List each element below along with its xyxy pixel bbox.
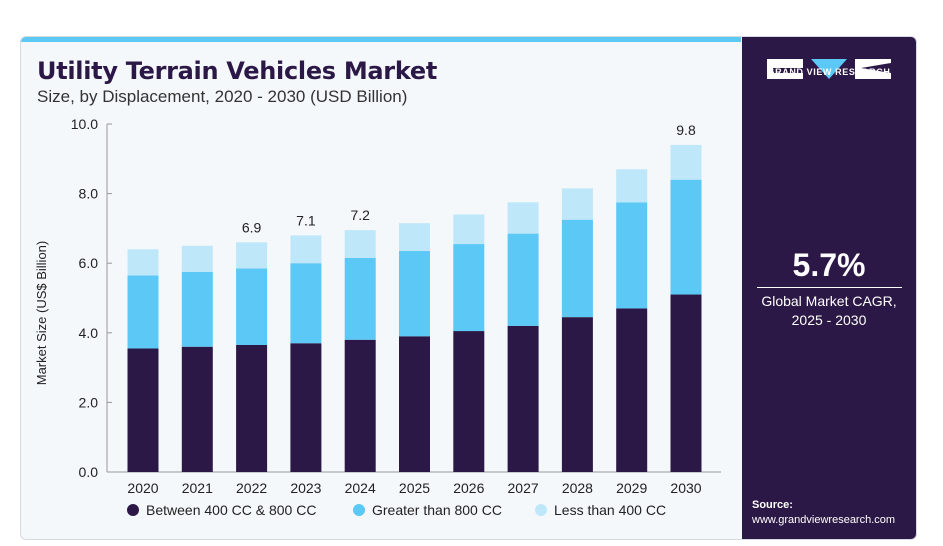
y-tick-label: 2.0	[79, 394, 99, 410]
x-tick-label: 2020	[127, 480, 158, 496]
legend-marker	[353, 504, 365, 516]
source-title: Source:	[752, 499, 793, 511]
y-tick-label: 8.0	[79, 186, 99, 202]
cagr-label-line1: Global Market CAGR,	[761, 293, 897, 309]
bar-segment-2026-series-2	[453, 244, 485, 332]
bar-segment-2023-series-1	[290, 343, 322, 472]
x-tick-label: 2022	[236, 480, 267, 496]
bar-segment-2023-series-3	[290, 235, 322, 264]
y-axis-label: Market Size (US$ Billion)	[34, 241, 49, 386]
cagr-value: 5.7%	[792, 247, 866, 283]
bar-segment-2021-series-3	[181, 245, 213, 272]
cagr-label: Global Market CAGR, 2025 - 2030	[742, 292, 916, 330]
bar-total-label: 7.2	[350, 207, 370, 223]
source-link[interactable]: www.grandviewresearch.com	[752, 514, 896, 526]
bar-segment-2029-series-2	[616, 202, 648, 309]
bar-segment-2020-series-3	[127, 249, 159, 276]
grand-view-research-logo	[767, 59, 891, 79]
bar-segment-2028-series-3	[561, 188, 593, 220]
bar-segment-2029-series-3	[616, 169, 648, 203]
cagr-divider	[757, 287, 902, 288]
legend-label: Greater than 800 CC	[372, 502, 502, 518]
bar-segment-2025-series-2	[399, 251, 430, 337]
bar-segment-2027-series-1	[507, 325, 539, 472]
accent-bar	[21, 37, 741, 42]
bar-segment-2023-series-2	[290, 263, 322, 344]
bar-total-label: 6.9	[242, 219, 262, 235]
bar-segment-2022-series-2	[236, 268, 268, 345]
x-tick-label: 2030	[670, 480, 701, 496]
bar-total-label: 9.8	[676, 122, 696, 138]
x-tick-label: 2028	[562, 480, 593, 496]
bar-segment-2024-series-1	[344, 339, 376, 472]
x-tick-label: 2021	[182, 480, 213, 496]
bar-segment-2021-series-1	[181, 346, 213, 472]
legend-label: Between 400 CC & 800 CC	[146, 502, 316, 518]
y-tick-label: 4.0	[79, 325, 99, 341]
x-tick-label: 2027	[508, 480, 539, 496]
bar-segment-2025-series-1	[399, 336, 430, 472]
chart-subtitle: Size, by Displacement, 2020 - 2030 (USD …	[37, 87, 408, 106]
x-tick-label: 2024	[345, 480, 376, 496]
bar-segment-2028-series-1	[561, 317, 593, 472]
chart-title: Utility Terrain Vehicles Market	[37, 57, 438, 85]
x-tick-label: 2029	[616, 480, 647, 496]
bar-segment-2030-series-3	[670, 144, 702, 180]
bar-segment-2024-series-3	[344, 230, 376, 258]
y-tick-label: 6.0	[79, 255, 99, 271]
bar-segment-2022-series-3	[236, 242, 268, 269]
bar-segment-2026-series-3	[453, 214, 485, 245]
x-tick-label: 2023	[290, 480, 321, 496]
bar-segment-2020-series-2	[127, 275, 159, 349]
legend-marker	[535, 504, 547, 516]
bar-segment-2029-series-1	[616, 308, 648, 472]
cagr-label-line2: 2025 - 2030	[791, 312, 867, 328]
x-tick-label: 2026	[453, 480, 484, 496]
y-tick-label: 10.0	[71, 116, 98, 132]
bar-segment-2027-series-3	[507, 202, 539, 234]
legend-marker	[127, 504, 139, 516]
bar-segment-2030-series-2	[670, 179, 702, 295]
bar-total-label: 7.1	[296, 212, 316, 228]
bar-segment-2030-series-1	[670, 294, 702, 472]
logo-name: GRAND VIEW RESEARCH	[767, 67, 891, 77]
bar-segment-2027-series-2	[507, 233, 539, 326]
bar-segment-2026-series-1	[453, 331, 485, 472]
chart-card: Utility Terrain Vehicles Market Size, by…	[20, 36, 917, 540]
bar-segment-2028-series-2	[561, 219, 593, 318]
sidebar-panel: GRAND VIEW RESEARCH 5.7% Global Market C…	[742, 37, 916, 539]
legend-label: Less than 400 CC	[554, 502, 666, 518]
bar-segment-2025-series-3	[399, 223, 430, 252]
bar-chart: 0.0 2.0 4.0 6.0 8.0 10.0 Market Size (US$ Bill…	[34, 116, 721, 518]
bar-segment-2022-series-1	[236, 344, 268, 472]
y-tick-label: 0.0	[79, 464, 99, 480]
bar-segment-2020-series-1	[127, 348, 159, 472]
bar-segment-2021-series-2	[181, 271, 213, 347]
bar-segment-2024-series-2	[344, 257, 376, 340]
x-tick-label: 2025	[399, 480, 430, 496]
